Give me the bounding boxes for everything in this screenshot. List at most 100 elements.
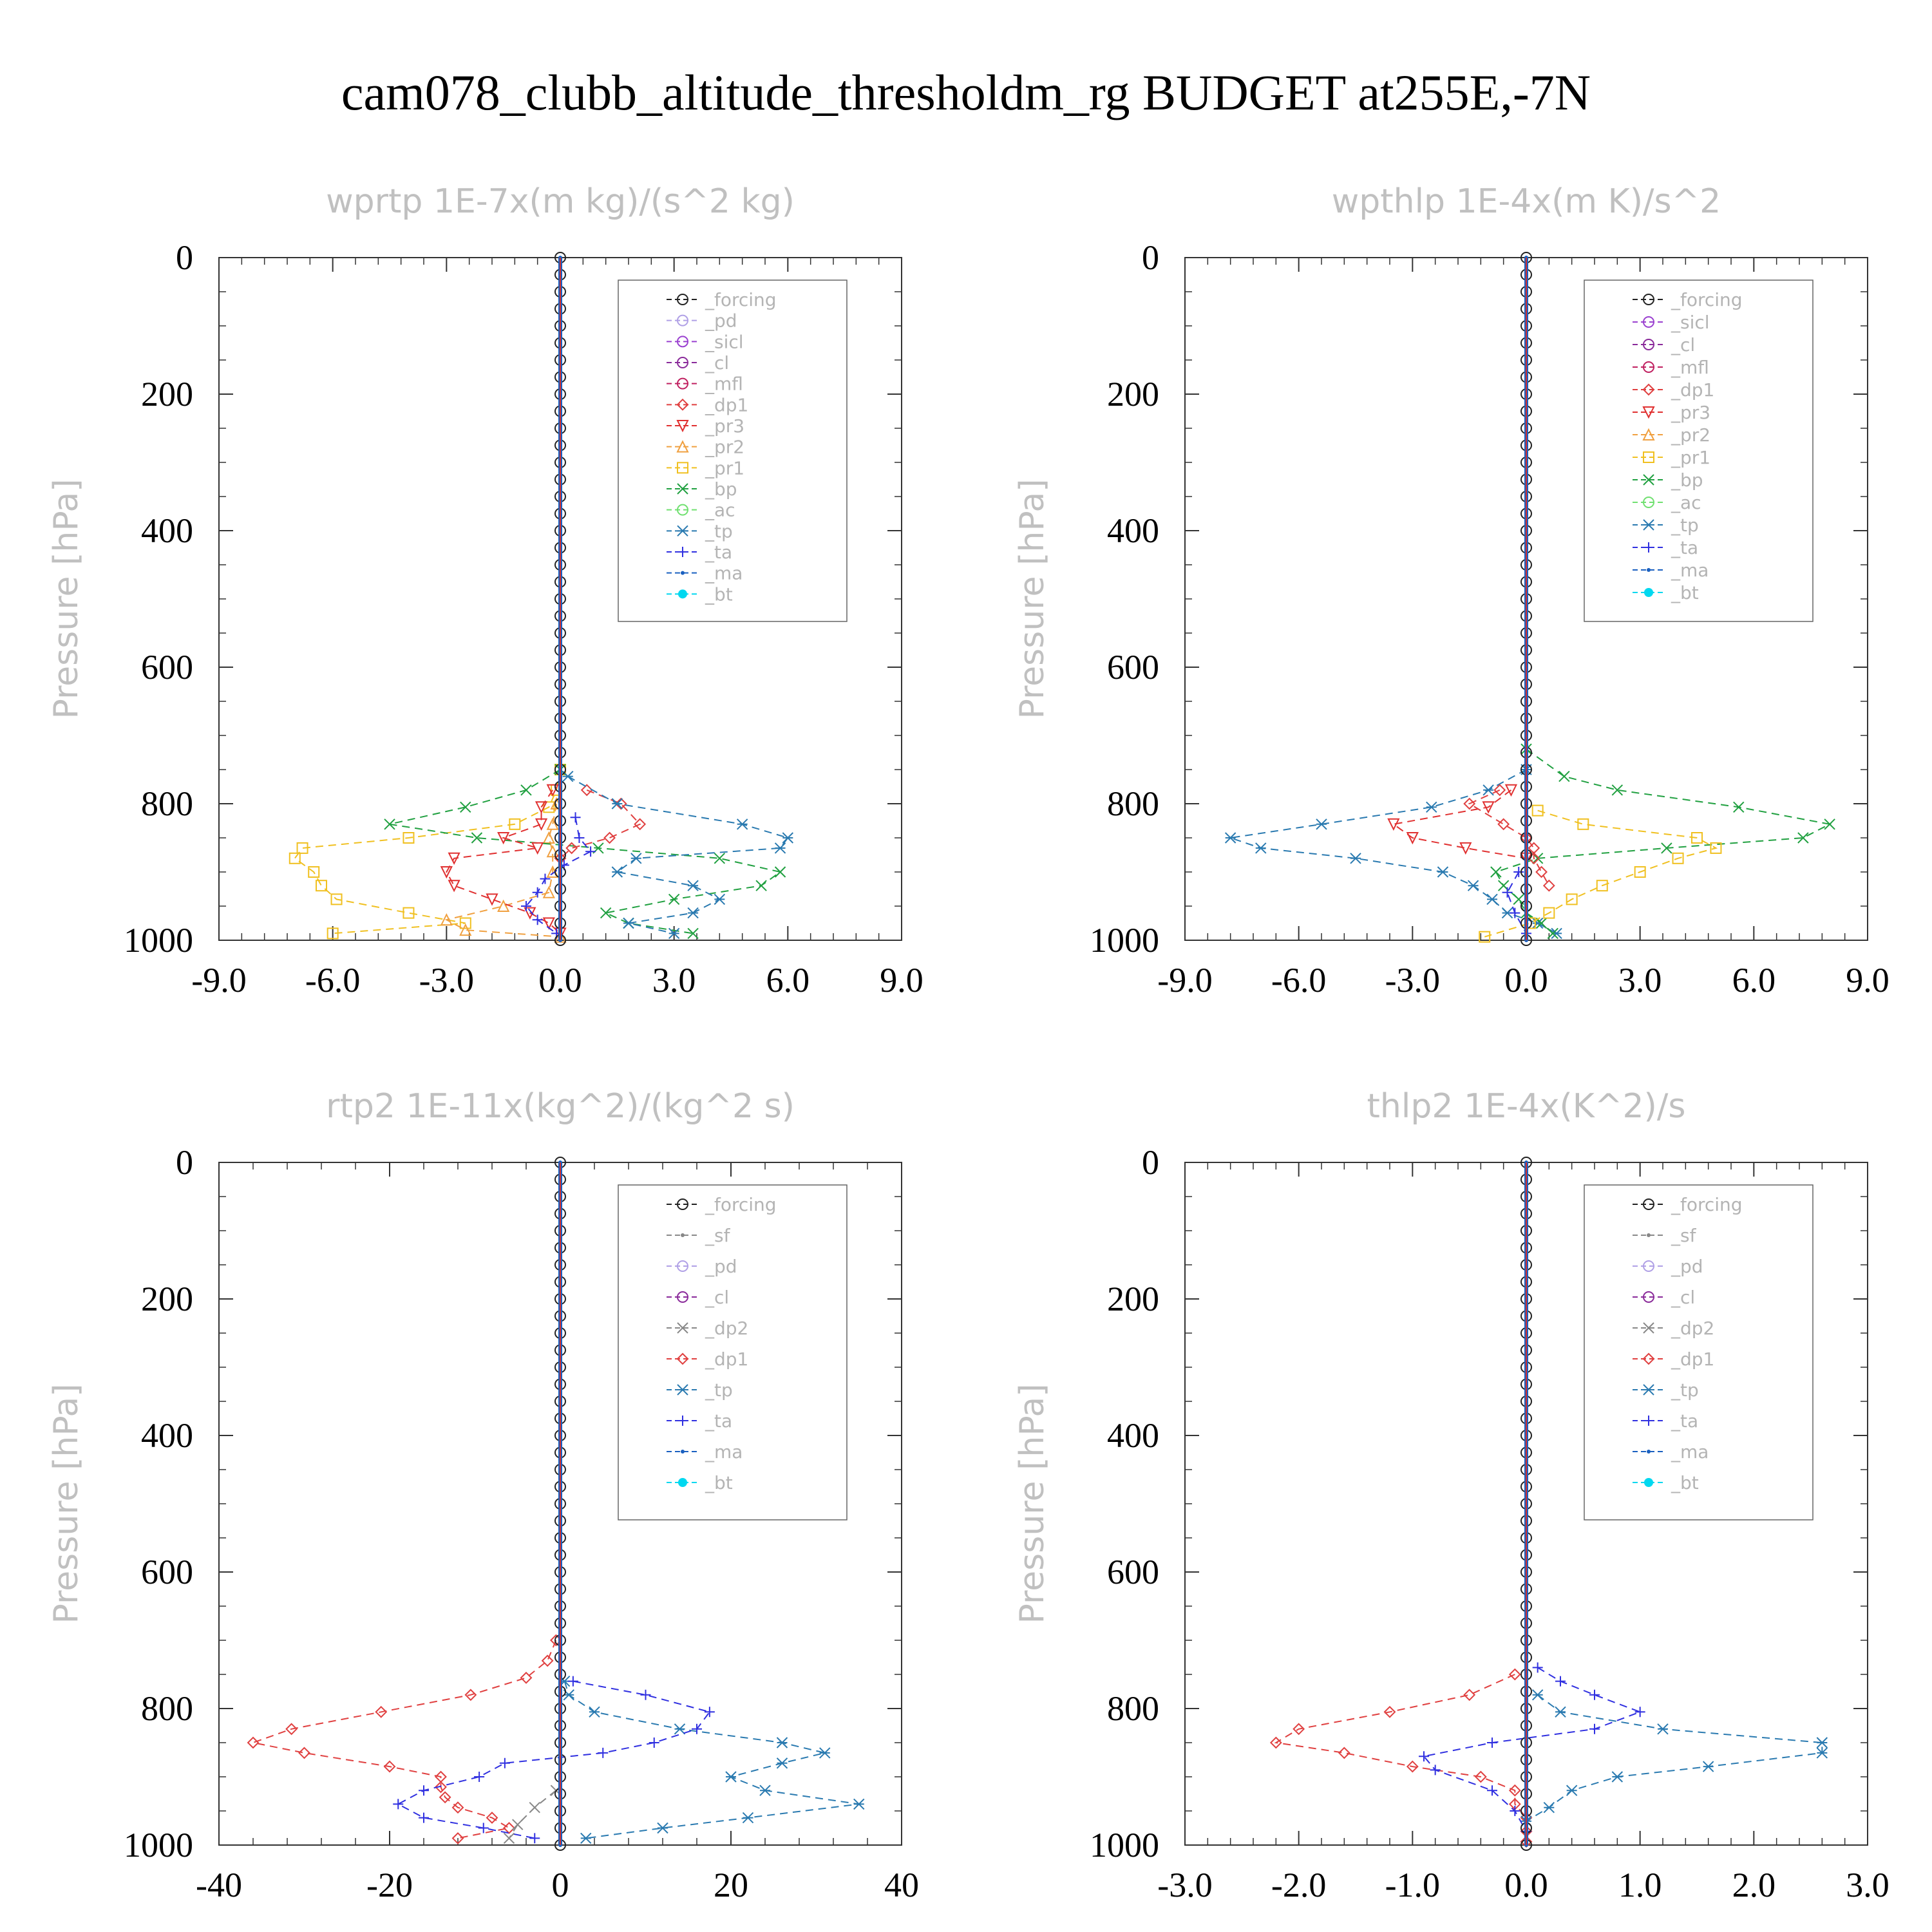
data-point <box>657 1822 668 1834</box>
series-line <box>1274 1674 1527 1842</box>
x-tick-label: 1.0 <box>1618 1866 1662 1904</box>
series-line <box>1230 769 1557 934</box>
data-point <box>1528 852 1540 865</box>
data-point <box>1634 866 1646 878</box>
series-line <box>1506 871 1527 934</box>
data-point <box>1702 1761 1714 1772</box>
legend-label: _pd <box>705 1256 737 1277</box>
data-point <box>542 917 555 930</box>
data-point <box>497 899 510 912</box>
x-tick-label: -20 <box>366 1866 413 1904</box>
panel-title: rtp2 1E-11x(kg^2)/(kg^2 s) <box>326 1087 795 1126</box>
series-line <box>294 769 561 934</box>
y-tick-label: 800 <box>1107 784 1159 823</box>
y-tick-label: 800 <box>141 784 193 823</box>
data-point <box>678 589 687 599</box>
data-point <box>512 1819 524 1830</box>
x-tick-label: -2.0 <box>1271 1866 1326 1904</box>
data-point <box>603 831 616 844</box>
y-tick-label: 800 <box>1107 1689 1159 1728</box>
data-point <box>448 852 460 866</box>
data-point <box>503 1832 515 1844</box>
data-point <box>464 1689 477 1701</box>
legend-label: _mfl <box>705 374 743 395</box>
data-point <box>677 357 688 368</box>
legend-label: _ac <box>705 500 735 521</box>
data-point <box>393 1799 404 1810</box>
data-point <box>546 817 559 830</box>
data-point <box>1508 1668 1521 1681</box>
data-point <box>611 798 623 810</box>
legend-box <box>1584 279 1814 622</box>
data-point <box>459 917 471 929</box>
data-point <box>546 784 559 797</box>
legend-label: _pr3 <box>1671 402 1710 423</box>
data-point <box>819 1747 831 1759</box>
data-point <box>1558 770 1570 782</box>
legend-label: _forcing <box>1671 289 1743 310</box>
x-tick-label: 6.0 <box>766 961 810 999</box>
data-point <box>668 927 680 940</box>
data-point <box>714 893 726 905</box>
data-point <box>692 1723 702 1734</box>
data-point <box>535 818 548 831</box>
data-point <box>1338 1747 1350 1759</box>
data-point <box>535 801 548 814</box>
legend-label: _bt <box>705 1472 733 1493</box>
data-point <box>1555 1676 1566 1687</box>
x-tick-label: -3.0 <box>1157 1866 1212 1904</box>
data-point <box>1510 907 1520 918</box>
data-point <box>640 1689 651 1700</box>
series-line <box>1526 1694 1823 1822</box>
data-point <box>678 1478 687 1487</box>
legend-label: _pd <box>705 310 737 332</box>
figure-title: cam078_clubb_altitude_thresholdm_rg BUDG… <box>341 64 1591 120</box>
data-point <box>1316 819 1327 830</box>
data-point <box>1647 1450 1651 1454</box>
data-point <box>776 1757 788 1769</box>
data-point <box>1430 1765 1441 1776</box>
data-point <box>1437 866 1449 878</box>
chart-panel-1: wprtp 1E-7x(m kg)/(s^2 kg) Pressure [hPa]… <box>47 182 923 999</box>
legend-label: _forcing <box>705 289 777 310</box>
data-point <box>546 844 559 858</box>
data-point <box>677 1416 688 1426</box>
y-tick-label: 200 <box>141 375 193 413</box>
data-point <box>1255 842 1267 854</box>
data-point <box>681 571 685 575</box>
data-point <box>1532 1662 1543 1673</box>
legend-label: _ma <box>705 563 743 584</box>
data-point <box>1611 1771 1624 1783</box>
legend-box <box>618 279 848 622</box>
data-point <box>677 336 688 348</box>
data-point <box>531 842 544 855</box>
x-tick-label: 0.0 <box>1504 1866 1548 1904</box>
y-tick-label: 200 <box>1107 375 1159 413</box>
panel-title: thlp2 1E-4x(K^2)/s <box>1367 1087 1686 1126</box>
legend: _forcing_sicl_cl_mfl_dp1_pr3_pr2_pr1_bp_… <box>1584 279 1814 622</box>
data-point <box>614 797 627 810</box>
data-point <box>1643 474 1654 486</box>
data-point <box>1596 880 1608 892</box>
data-point <box>677 483 688 495</box>
data-point <box>1642 383 1655 396</box>
y-tick-label: 400 <box>1107 1416 1159 1455</box>
data-point <box>478 1823 489 1833</box>
data-point <box>1459 842 1472 855</box>
chart-panel-2: wpthlp 1E-4x(m K)/s^2 Pressure [hPa] -9.0 -… <box>1013 182 1889 999</box>
data-point <box>585 846 596 857</box>
data-point <box>529 1833 540 1844</box>
data-point <box>704 1707 715 1718</box>
x-tick-label: 0.0 <box>1504 961 1548 999</box>
legend-label: _sicl <box>705 331 744 352</box>
data-point <box>1691 832 1703 844</box>
data-point <box>1634 1707 1645 1718</box>
data-point <box>402 832 415 844</box>
data-point <box>1487 1738 1497 1748</box>
data-point <box>532 887 543 898</box>
data-point <box>1589 1689 1600 1700</box>
data-point <box>774 866 786 878</box>
data-point <box>714 853 726 864</box>
data-point <box>589 1706 600 1718</box>
